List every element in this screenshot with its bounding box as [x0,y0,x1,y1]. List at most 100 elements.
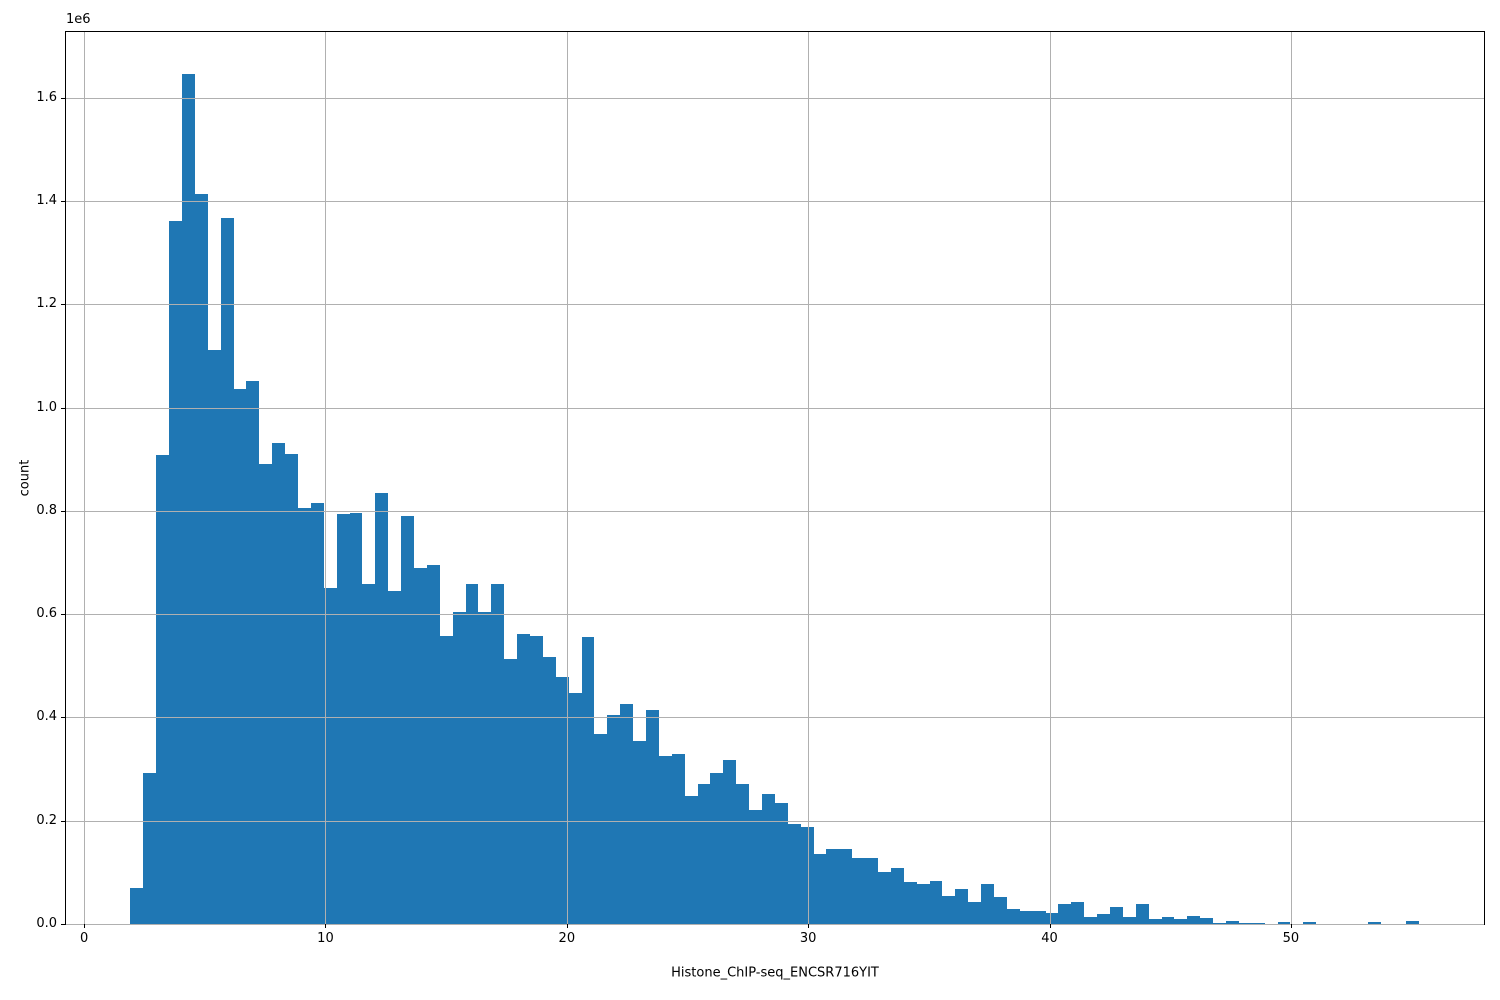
histogram-bar [194,194,208,924]
y-tick-label: 0.6 [36,606,57,622]
histogram-bar [1097,914,1110,924]
histogram-bar [517,633,530,924]
histogram-bar [981,883,994,924]
histogram-bar [877,872,891,924]
histogram-bar [594,733,608,924]
y-axis-label: count [17,459,33,497]
y-tick-mark [61,407,65,409]
histogram-bar [1187,915,1201,924]
histogram-bar [581,636,595,924]
histogram-bar [620,704,634,924]
histogram-bar [298,507,311,924]
histogram-bar [1071,901,1085,924]
histogram-bar [890,868,904,924]
histogram-bar [903,881,917,924]
histogram-bar [813,854,827,924]
x-tick-mark [1290,924,1292,928]
histogram-bar [362,583,376,924]
histogram-bar [1367,922,1381,924]
y-tick-label: 1.4 [36,192,57,208]
y-gridline [66,614,1484,616]
x-tick-label: 50 [1282,931,1300,946]
histogram-bar [529,635,543,924]
histogram-bar [1058,903,1072,924]
histogram-bar [452,611,466,924]
histogram-bar [568,692,582,924]
histogram-bar [388,590,402,924]
x-tick-label: 10 [317,931,334,946]
histogram-bar [272,442,286,924]
histogram-bar [555,677,569,924]
x-gridline [566,32,568,924]
histogram-bar [1148,918,1162,924]
y-gridline [66,407,1484,409]
histogram-bar [285,453,298,924]
histogram-bar [1303,921,1317,924]
histogram-bar [800,826,814,924]
histogram-bar [1225,921,1239,924]
histogram-bar [414,567,427,924]
histogram-bar [761,794,775,924]
histogram-bar [865,857,878,924]
histogram-bar [465,583,479,924]
y-gridline [66,924,1484,925]
histogram-bar [1200,917,1214,924]
y-tick-label: 0.2 [36,812,57,828]
x-tick-mark [84,924,86,928]
x-gridline [808,32,810,924]
histogram-bar [993,897,1007,924]
y-axis-offset-text: 1e6 [66,12,91,27]
histogram-bar [1122,916,1136,924]
y-tick-mark [61,304,65,306]
histogram-bar [916,884,930,924]
histogram-bar [1174,918,1188,924]
histogram-bar [736,784,750,924]
y-tick-label: 1.0 [36,399,57,415]
histogram-bar [169,221,182,924]
y-tick-mark [61,614,65,616]
histogram-bar [233,389,247,924]
histogram-bar [723,760,737,924]
histogram-bar [349,512,363,924]
histogram-bar [929,880,943,924]
x-tick-label: 0 [79,931,89,946]
histogram-bar [401,515,414,924]
histogram-bar [839,849,853,924]
histogram-bar [375,493,389,924]
histogram-bar [1251,923,1265,924]
histogram-bar [426,565,440,924]
histogram-bar [504,658,518,924]
histogram-bar [336,513,350,924]
histogram-bar [671,753,685,924]
x-tick-mark [325,924,327,928]
x-tick-label: 40 [1041,931,1058,946]
histogram-bar [439,636,453,924]
plot-area [65,31,1485,925]
histogram-bar [968,901,982,924]
x-tick-label: 30 [799,931,817,946]
histogram-bar [787,824,801,924]
histogram-bar [1213,923,1226,924]
histogram-bar [1238,923,1252,924]
y-tick-mark [61,924,65,925]
histogram-bar [749,809,762,924]
histogram-bar [478,611,492,924]
y-tick-label: 0.4 [36,709,57,725]
histogram-bar [852,857,866,924]
histogram-bar [1019,910,1033,924]
histogram-bar [207,350,221,924]
y-tick-mark [61,820,65,822]
y-tick-mark [61,510,65,512]
y-gridline [66,97,1484,99]
x-tick-mark [1049,924,1051,928]
histogram-bar [259,463,273,924]
histogram-bar [658,756,672,924]
histogram-bar [143,773,157,924]
x-gridline [325,32,327,924]
y-tick-label: 1.6 [36,89,57,105]
histogram-bar [645,710,659,924]
histogram-bar [491,584,505,924]
histogram-bar [156,454,170,924]
y-tick-label: 0.8 [36,502,57,518]
